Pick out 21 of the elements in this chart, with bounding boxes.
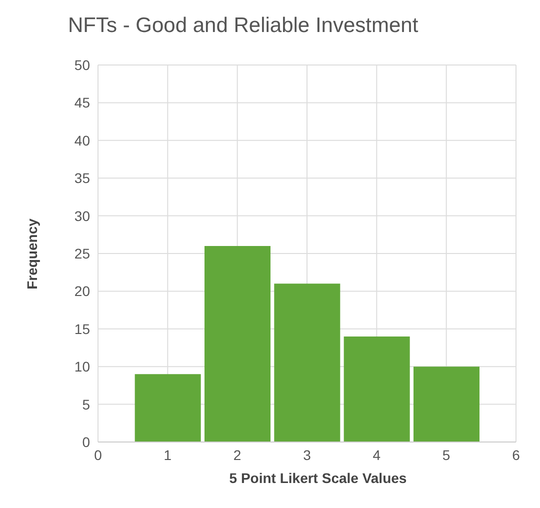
x-axis-title: 5 Point Likert Scale Values	[228, 470, 408, 486]
x-tick-label: 2	[233, 446, 242, 463]
y-tick-label: 35	[74, 170, 90, 186]
y-tick-label: 25	[74, 245, 90, 262]
y-tick-label: 10	[74, 358, 90, 375]
x-tick-label: 0	[94, 446, 102, 463]
x-tick-label: 5	[442, 446, 450, 463]
y-tick-label: 20	[74, 283, 90, 300]
y-tick-label: 30	[74, 208, 90, 224]
y-tick-label: 45	[74, 94, 90, 111]
x-tick-label: 1	[164, 446, 172, 463]
y-tick-label: 40	[74, 132, 90, 148]
x-tick-label: 3	[303, 446, 312, 463]
y-tick-label: 15	[74, 320, 90, 337]
y-axis-title: Frequency	[24, 218, 40, 290]
y-tick-label: 5	[82, 396, 90, 412]
x-tick-label: 4	[372, 446, 381, 463]
y-tick-label: 0	[82, 434, 90, 450]
y-tick-label: 50	[74, 56, 90, 73]
x-tick-label: 6	[512, 446, 520, 463]
chart-title: NFTs - Good and Reliable Investment	[68, 14, 418, 38]
